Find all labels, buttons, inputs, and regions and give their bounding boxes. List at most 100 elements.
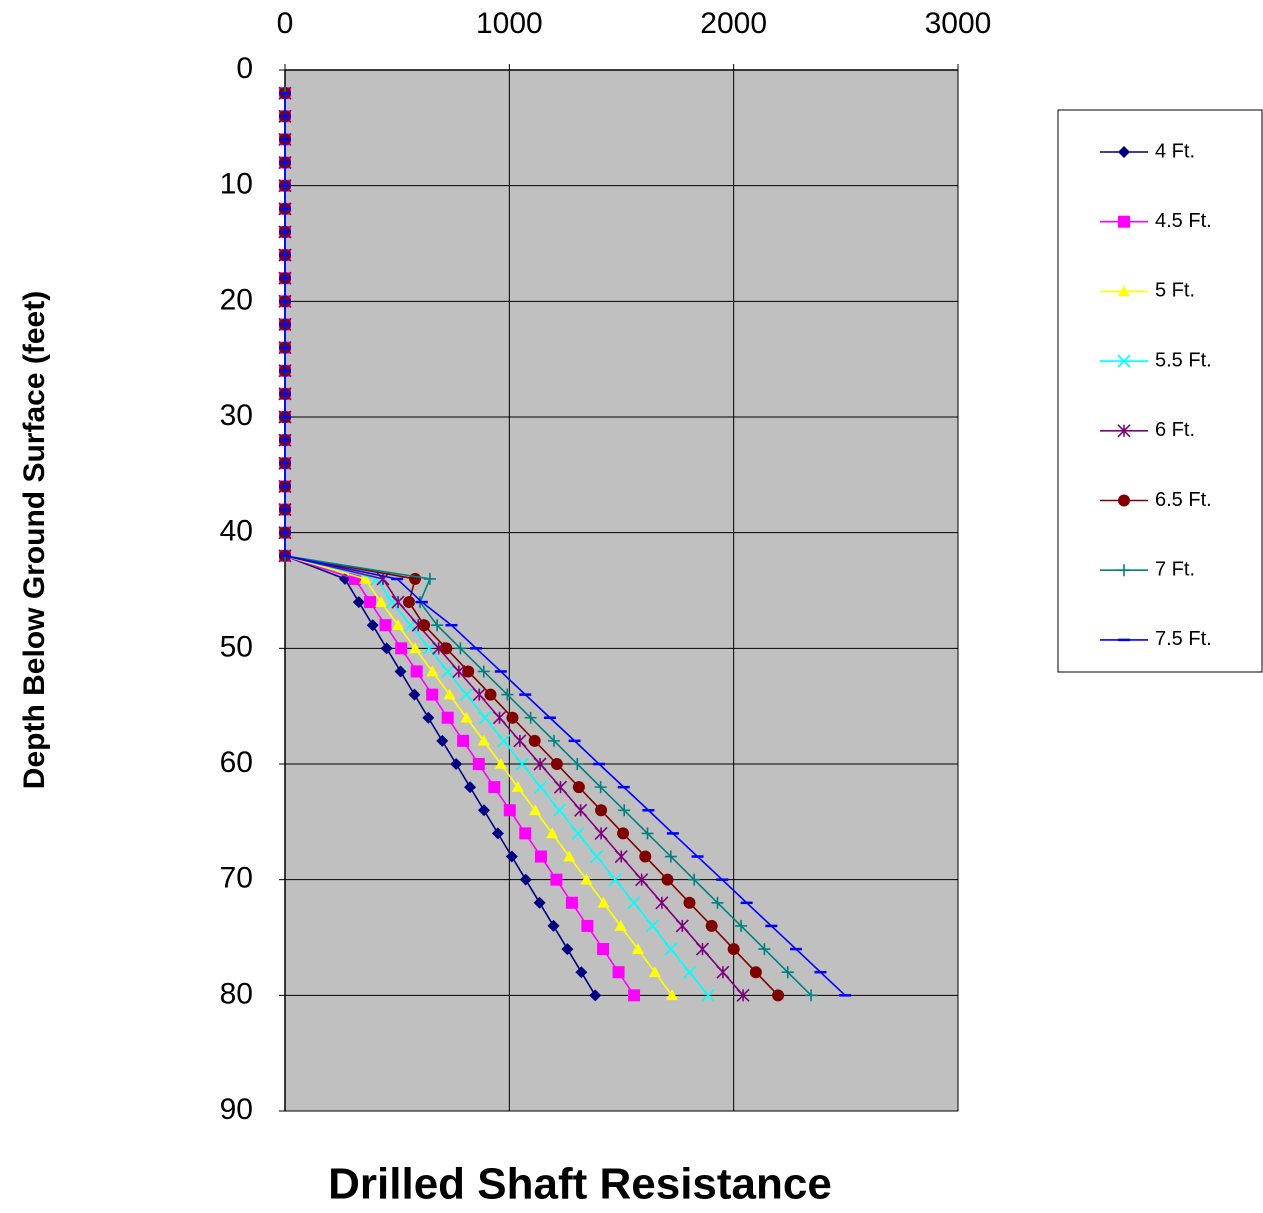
marker — [422, 711, 435, 724]
marker-part — [452, 664, 466, 679]
y-tick-label: 50 — [220, 630, 253, 663]
legend-entry: 4.5 Ft. — [1100, 210, 1212, 232]
marker-part — [409, 642, 422, 654]
marker-part — [423, 572, 436, 585]
marker — [590, 849, 604, 864]
marker-part — [426, 688, 439, 701]
plot-area — [284, 69, 959, 1112]
marker-part — [511, 781, 524, 792]
marker-part — [513, 734, 527, 748]
marker-part — [546, 827, 559, 839]
marker — [594, 781, 607, 794]
marker-part — [705, 919, 718, 932]
marker-part — [805, 989, 818, 1002]
marker-part — [614, 849, 628, 864]
marker — [735, 919, 748, 932]
marker-part — [688, 873, 701, 886]
marker-part — [457, 734, 470, 747]
marker — [781, 966, 794, 979]
marker — [574, 803, 588, 817]
marker-part — [472, 688, 486, 702]
marker-part — [664, 850, 677, 863]
marker-part — [727, 943, 740, 956]
legend-label: 6.5 Ft. — [1155, 489, 1212, 511]
marker — [594, 826, 608, 840]
marker-part — [528, 734, 541, 747]
marker-part — [515, 757, 529, 771]
marker — [1117, 424, 1131, 438]
marker-part — [492, 711, 507, 725]
marker-part — [695, 942, 710, 956]
marker-part — [431, 619, 444, 632]
marker — [452, 664, 466, 679]
marker — [581, 919, 594, 932]
legend-entry: 6.5 Ft. — [1100, 489, 1212, 511]
marker-part — [359, 572, 372, 584]
marker — [533, 896, 546, 909]
marker — [772, 989, 785, 1002]
marker-part — [459, 688, 474, 702]
legend-entry: 5.5 Ft. — [1100, 349, 1212, 371]
marker-part — [408, 688, 421, 701]
marker-part — [617, 827, 630, 840]
marker — [533, 757, 547, 771]
marker — [631, 943, 644, 954]
marker-part — [472, 758, 485, 770]
marker — [682, 965, 697, 979]
marker — [436, 734, 449, 747]
marker-part — [547, 734, 560, 747]
legend-entry: 6 Ft. — [1100, 419, 1195, 441]
marker-part — [443, 688, 456, 700]
marker — [695, 942, 710, 956]
marker-part — [645, 919, 660, 933]
marker — [459, 688, 474, 702]
marker — [648, 966, 661, 977]
marker — [614, 919, 627, 931]
marker-part — [550, 758, 563, 770]
marker-part — [618, 804, 631, 817]
marker — [392, 619, 405, 630]
marker — [410, 665, 423, 678]
marker-part — [580, 873, 593, 885]
marker — [589, 989, 602, 1002]
marker — [612, 966, 625, 979]
marker-part — [627, 896, 641, 910]
marker-part — [590, 849, 604, 864]
marker-part — [375, 596, 388, 607]
x-axis-label: Drilled Shaft Resistance — [328, 1160, 832, 1208]
marker — [701, 988, 715, 1002]
marker — [628, 989, 641, 1002]
marker — [505, 850, 518, 863]
marker — [683, 896, 696, 909]
marker — [441, 664, 455, 679]
marker — [441, 711, 454, 724]
marker-part — [1117, 424, 1131, 438]
marker — [550, 873, 563, 886]
marker — [366, 619, 379, 632]
marker-part — [550, 873, 563, 886]
marker-part — [1118, 146, 1130, 158]
marker — [511, 781, 524, 792]
marker-part — [641, 827, 654, 840]
marker — [664, 942, 678, 956]
x-tick-label: 3000 — [925, 7, 992, 40]
marker-part — [484, 688, 497, 701]
marker — [546, 827, 559, 839]
marker-part — [441, 664, 455, 679]
marker-part — [477, 734, 490, 746]
marker — [503, 804, 516, 817]
marker-part — [635, 873, 649, 887]
marker-part — [571, 826, 585, 840]
marker-part — [614, 919, 627, 931]
marker — [359, 572, 372, 584]
marker-part — [460, 711, 473, 723]
legend-label: 6 Ft. — [1155, 419, 1195, 441]
marker — [472, 688, 486, 702]
legend-label: 7 Ft. — [1155, 558, 1195, 580]
marker — [1118, 285, 1130, 297]
legend-label: 4 Ft. — [1155, 140, 1195, 162]
marker-part — [571, 758, 584, 770]
marker — [528, 734, 541, 747]
marker — [597, 943, 610, 956]
marker — [513, 734, 527, 748]
